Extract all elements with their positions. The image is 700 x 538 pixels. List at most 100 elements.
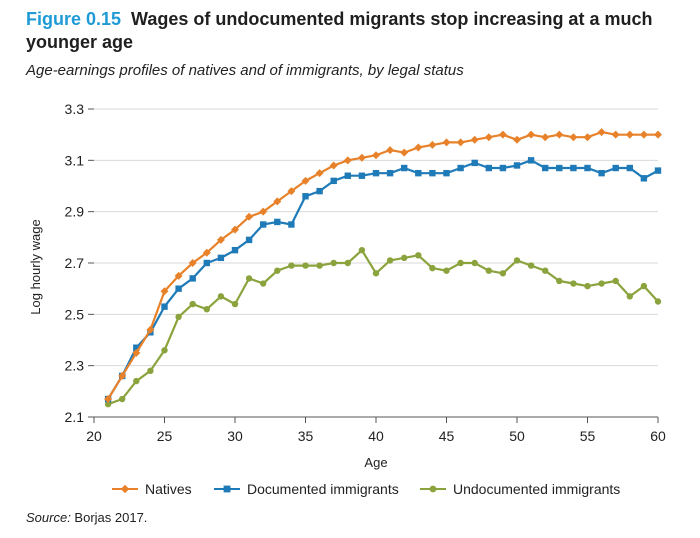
- data-point: [570, 164, 577, 172]
- data-point: [343, 156, 352, 165]
- data-point: [372, 270, 380, 277]
- data-point: [372, 169, 380, 177]
- data-point: [202, 248, 211, 257]
- series-natives: [104, 128, 662, 404]
- data-point: [457, 259, 464, 267]
- data-point: [273, 197, 282, 206]
- data-point: [344, 259, 351, 267]
- x-tick-label: 40: [368, 428, 384, 444]
- data-point: [104, 400, 112, 408]
- data-point: [329, 161, 338, 170]
- data-point: [189, 275, 196, 282]
- source-text: Borjas 2017.: [70, 510, 148, 525]
- data-point: [372, 151, 380, 160]
- source-label: Source:: [26, 510, 71, 525]
- data-point: [541, 133, 550, 142]
- data-point: [358, 172, 366, 179]
- data-point: [443, 169, 450, 177]
- data-point: [147, 367, 154, 374]
- data-point: [132, 348, 141, 357]
- data-point: [485, 164, 492, 172]
- data-point: [429, 169, 436, 177]
- data-point: [245, 212, 254, 221]
- data-point: [301, 176, 310, 185]
- data-point: [302, 262, 309, 269]
- series-layer: [104, 128, 662, 408]
- axis-layer: 2.1 2.3 2.5 2.7 2.9 3.1 3.3 20 25 30 35 40 45 50 55 60 A…: [28, 101, 666, 470]
- data-point: [316, 187, 323, 195]
- grid-layer: [94, 108, 658, 367]
- data-point: [401, 164, 408, 172]
- data-point: [274, 267, 281, 274]
- data-point: [203, 306, 210, 313]
- data-point: [401, 254, 408, 262]
- data-point: [288, 221, 295, 228]
- data-point: [611, 130, 620, 139]
- data-point: [654, 298, 662, 305]
- data-point: [612, 277, 619, 285]
- data-point: [274, 218, 281, 226]
- data-point: [654, 130, 662, 139]
- data-point: [104, 395, 113, 404]
- data-point: [513, 135, 521, 144]
- data-point: [513, 162, 521, 169]
- series-line: [107, 131, 658, 400]
- data-point: [415, 252, 422, 259]
- data-point: [584, 282, 591, 290]
- data-point: [555, 130, 564, 139]
- data-point: [175, 313, 182, 321]
- data-point: [330, 259, 337, 267]
- legend-label: Documented immigrants: [247, 481, 399, 497]
- data-point: [118, 371, 127, 380]
- data-point: [231, 300, 239, 308]
- data-point: [175, 285, 182, 292]
- figure-label: Figure 0.15: [26, 9, 122, 29]
- data-point: [386, 169, 394, 177]
- data-point: [344, 172, 351, 179]
- x-tick-label: 50: [509, 428, 525, 444]
- x-tick-label: 30: [227, 428, 243, 444]
- data-point: [443, 267, 450, 274]
- data-point: [316, 262, 323, 269]
- data-point: [260, 280, 267, 287]
- data-point: [357, 153, 366, 162]
- data-point: [245, 236, 253, 244]
- legend-label: Natives: [145, 481, 192, 497]
- y-tick-label: 2.9: [65, 204, 85, 220]
- data-point: [471, 259, 478, 267]
- x-tick-label: 20: [86, 428, 102, 444]
- data-point: [231, 246, 239, 254]
- x-tick-label: 25: [157, 428, 173, 444]
- legend-marker: [120, 484, 130, 494]
- data-point: [133, 344, 140, 351]
- data-point: [527, 262, 535, 269]
- data-point: [626, 293, 633, 300]
- data-point: [119, 395, 126, 403]
- data-point: [161, 303, 168, 310]
- data-point: [584, 164, 591, 172]
- data-point: [640, 175, 648, 182]
- data-point: [471, 159, 478, 167]
- data-point: [245, 275, 253, 282]
- series-undocumented-immigrants: [104, 246, 662, 408]
- data-point: [556, 277, 563, 285]
- data-point: [527, 130, 536, 139]
- data-point: [203, 259, 210, 267]
- data-point: [457, 164, 464, 172]
- figure-title-text: Wages of undocumented migrants stop incr…: [26, 9, 653, 52]
- data-point: [654, 167, 662, 174]
- data-point: [302, 193, 309, 200]
- data-point: [160, 287, 169, 296]
- data-point: [231, 225, 239, 234]
- data-point: [133, 377, 140, 385]
- data-point: [598, 169, 605, 177]
- legend-marker: [223, 485, 231, 493]
- data-point: [288, 262, 295, 269]
- data-point: [386, 257, 394, 264]
- data-point: [542, 267, 549, 274]
- series-line: [107, 249, 659, 406]
- data-point: [640, 282, 648, 290]
- data-point: [217, 293, 225, 300]
- figure-title: Figure 0.15 Wages of undocumented migrant…: [26, 8, 676, 54]
